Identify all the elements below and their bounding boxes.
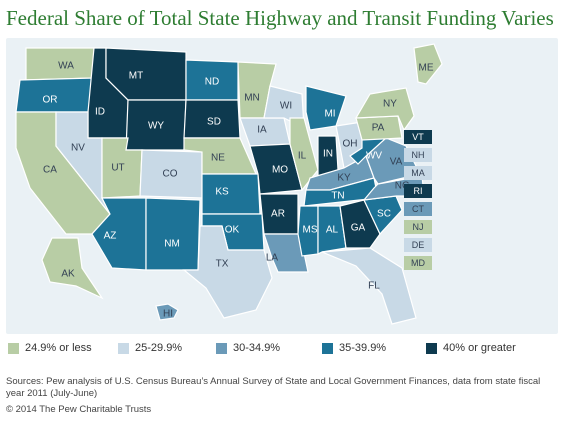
state-label-mo: MO xyxy=(272,165,288,176)
state-label-oh: OH xyxy=(343,139,358,150)
state-ms xyxy=(297,205,319,257)
state-label-ok: OK xyxy=(225,225,240,236)
legend-label-c3: 30-34.9% xyxy=(233,342,281,354)
state-label-la: LA xyxy=(266,253,279,264)
state-label-al: AL xyxy=(326,225,339,236)
small-state-label-nh: NH xyxy=(412,150,425,160)
legend-label-c5: 40% or greater xyxy=(443,342,516,354)
state-label-nv: NV xyxy=(71,143,85,154)
small-state-label-vt: VT xyxy=(412,132,424,142)
small-state-label-md: MD xyxy=(411,258,425,268)
legend-swatch-c5 xyxy=(426,342,437,354)
us-map-panel: WA OR CA ID NV MT WY UT AZ CO NM ND SD NE KS OK TX MN IA MO… xyxy=(6,38,558,334)
state-tx xyxy=(182,225,273,319)
state-me xyxy=(413,43,443,85)
state-label-va: VA xyxy=(390,157,403,168)
state-label-hi: HI xyxy=(163,309,173,320)
state-label-wa: WA xyxy=(58,61,74,72)
small-state-box-vt xyxy=(404,130,432,144)
state-fl xyxy=(321,247,417,325)
legend-item-c4: 35-39.9% xyxy=(322,342,386,354)
sources-note: Sources: Pew analysis of U.S. Census Bur… xyxy=(6,376,541,399)
state-label-pa: PA xyxy=(372,123,385,134)
state-ga xyxy=(339,199,381,249)
state-label-mi: MI xyxy=(324,109,335,120)
state-label-az: AZ xyxy=(104,231,117,242)
state-label-wy: WY xyxy=(148,121,164,132)
state-ak xyxy=(41,237,104,300)
state-label-me: ME xyxy=(419,63,434,74)
small-state-label-ri: RI xyxy=(414,186,423,196)
legend-swatch-c2 xyxy=(118,342,129,354)
state-label-ak: AK xyxy=(61,269,75,280)
state-label-sc: SC xyxy=(377,209,391,220)
state-ks xyxy=(201,173,261,215)
state-label-nc: NC xyxy=(395,181,409,192)
state-label-tx: TX xyxy=(216,259,229,270)
state-label-nd: ND xyxy=(205,77,219,88)
small-state-box-md xyxy=(404,256,432,270)
state-label-ky: KY xyxy=(337,173,351,184)
small-state-box-ma xyxy=(404,166,432,180)
state-mi xyxy=(305,85,347,131)
legend-label-c2: 25-29.9% xyxy=(135,342,183,354)
legend-swatch-c4 xyxy=(322,342,333,354)
chart-title: Federal Share of Total State Highway and… xyxy=(6,6,554,30)
state-label-ut: UT xyxy=(111,163,124,174)
legend-swatch-c3 xyxy=(216,342,227,354)
small-state-box-nj xyxy=(404,220,432,234)
small-state-box-de xyxy=(404,238,432,252)
small-state-label-ct: CT xyxy=(412,204,424,214)
legend-item-c3: 30-34.9% xyxy=(216,342,280,354)
state-label-ny: NY xyxy=(383,99,397,110)
legend-item-c2: 25-29.9% xyxy=(118,342,182,354)
state-label-ms: MS xyxy=(303,225,318,236)
state-label-in: IN xyxy=(323,149,333,160)
state-label-wv: WV xyxy=(366,151,382,162)
state-hi xyxy=(155,303,179,321)
state-label-wi: WI xyxy=(280,101,292,112)
small-state-label-ma: MA xyxy=(411,168,425,178)
small-state-box-nh xyxy=(404,148,432,162)
state-label-il: IL xyxy=(298,151,307,162)
state-label-id: ID xyxy=(95,107,105,118)
small-state-box-ct xyxy=(404,202,432,216)
map-legend: 24.9% or less 25-29.9% 30-34.9% 35-39.9%… xyxy=(6,342,558,362)
small-state-label-de: DE xyxy=(412,240,425,250)
state-label-ar: AR xyxy=(271,209,285,220)
small-state-box-ri xyxy=(404,184,432,198)
state-label-or: OR xyxy=(43,95,58,106)
copyright-note: © 2014 The Pew Charitable Trusts xyxy=(6,404,152,415)
state-label-mn: MN xyxy=(244,93,260,104)
state-label-fl: FL xyxy=(368,281,380,292)
state-label-mt: MT xyxy=(129,71,143,82)
state-label-ca: CA xyxy=(43,165,57,176)
state-label-tn: TN xyxy=(331,191,344,202)
small-state-label-nj: NJ xyxy=(413,222,424,232)
state-label-sd: SD xyxy=(207,117,221,128)
state-mo xyxy=(249,143,303,195)
state-label-nm: NM xyxy=(164,239,180,250)
state-la xyxy=(263,233,309,273)
legend-item-c1: 24.9% or less xyxy=(8,342,92,354)
legend-label-c1: 24.9% or less xyxy=(25,342,92,354)
state-label-ia: IA xyxy=(257,125,267,136)
state-label-ne: NE xyxy=(211,153,225,164)
us-map: WA OR CA ID NV MT WY UT AZ CO NM ND SD NE KS OK TX MN IA MO… xyxy=(15,43,443,325)
state-al xyxy=(317,205,347,255)
legend-swatch-c1 xyxy=(8,342,19,354)
state-label-ga: GA xyxy=(351,223,366,234)
legend-item-c5: 40% or greater xyxy=(426,342,516,354)
state-label-ks: KS xyxy=(215,187,229,198)
state-label-co: CO xyxy=(163,169,178,180)
legend-label-c4: 35-39.9% xyxy=(339,342,387,354)
state-nm xyxy=(145,197,201,271)
